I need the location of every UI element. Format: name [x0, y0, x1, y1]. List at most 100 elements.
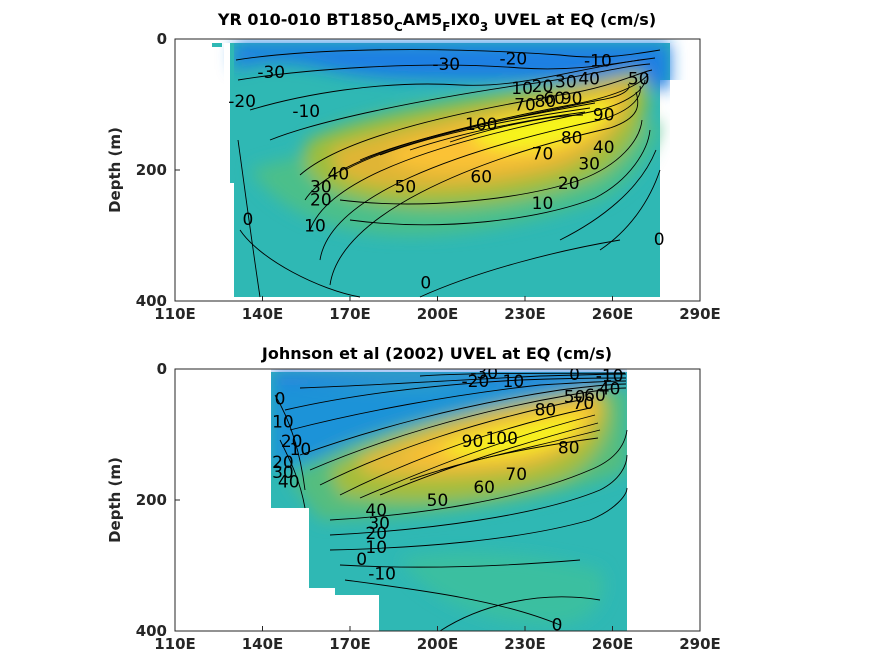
contour-label: -10 [596, 367, 624, 387]
panel-2-y-axis-label: Depth (m) [106, 457, 124, 543]
panel-2-y-ticks: 0 200 400 [136, 360, 180, 640]
contour-label: 70 [514, 96, 536, 116]
contour-label: -20 [499, 50, 527, 70]
contour-label: 100 [485, 429, 517, 449]
contour-label: 40 [599, 380, 621, 400]
panel-1-contours [235, 49, 661, 298]
y-tick-label: 400 [136, 292, 167, 310]
contour-label: -30 [432, 55, 460, 75]
contour-label: 0 [356, 550, 367, 570]
x-tick-label: 260E [592, 635, 634, 653]
contour-label: 30 [368, 514, 390, 534]
contour-label: 20 [310, 190, 332, 210]
x-tick-label: 110E [154, 635, 196, 653]
x-tick-label: 290E [679, 305, 721, 323]
contour-label: -30 [470, 363, 498, 383]
panel-1-x-ticks: 110E 140E 170E 200E 230E 260E 290E [154, 296, 721, 323]
contour-label: 90 [561, 89, 583, 109]
contour-label: 50 [564, 388, 586, 408]
panel-2-x-ticks: 110E 140E 170E 200E 230E 260E 290E [154, 626, 721, 653]
contour-label: 70 [505, 465, 527, 485]
contour-label: 10 [532, 194, 554, 214]
contour-label: 60 [584, 386, 606, 406]
contour-label: 10 [272, 412, 294, 432]
y-tick-label: 400 [136, 622, 167, 640]
x-tick-label: 260E [592, 305, 634, 323]
contour-label: -10 [368, 564, 396, 584]
contour-label: 20 [365, 524, 387, 544]
contour-label: 50 [427, 491, 449, 511]
contour-label: 50 [395, 177, 417, 197]
x-tick-label: 110E [154, 305, 196, 323]
contour-label: -10 [584, 52, 612, 72]
x-tick-label: 200E [417, 305, 459, 323]
contour-label: -10 [292, 102, 320, 122]
panel-2-field [175, 369, 700, 631]
panel-2-title: Johnson et al (2002) UVEL at EQ (cm/s) [261, 344, 612, 363]
panel-1-y-ticks: 0 200 400 [136, 30, 180, 310]
y-tick-label: 0 [157, 360, 167, 378]
contour-label: 80 [535, 401, 557, 421]
contour-label: 0 [569, 365, 580, 385]
x-tick-label: 140E [242, 635, 284, 653]
x-tick-label: 200E [417, 635, 459, 653]
contour-label: 20 [281, 432, 303, 452]
contour-label: 20 [558, 174, 580, 194]
contour-label: -30 [257, 63, 285, 83]
contour-label: 80 [558, 439, 580, 459]
contour-label: 10 [365, 538, 387, 558]
contour-label: 70 [532, 145, 554, 165]
contour-label: 60 [470, 168, 492, 188]
panel-2: Johnson et al (2002) UVEL at EQ (cm/s) [106, 344, 721, 653]
contour-label: 40 [328, 164, 350, 184]
x-tick-label: 230E [504, 635, 546, 653]
y-tick-label: 200 [136, 491, 167, 509]
panel-1-y-axis-label: Depth (m) [106, 127, 124, 213]
x-tick-label: 170E [329, 635, 371, 653]
contour-label: 10 [290, 440, 312, 460]
contour-label: 40 [278, 473, 300, 493]
contour-label: 0 [654, 230, 665, 250]
contour-label: 40 [365, 501, 387, 521]
contour-label: 70 [573, 394, 595, 414]
contour-label: 60 [473, 478, 495, 498]
contour-label: 30 [555, 73, 577, 93]
contour-label: 40 [593, 138, 615, 158]
contour-label: 50 [628, 69, 650, 89]
y-tick-label: 0 [157, 30, 167, 48]
contour-label: 20 [272, 453, 294, 473]
y-tick-label: 200 [136, 161, 167, 179]
panel-1-title: YR 010-010 BT1850CAM5FIX03 UVEL at EQ (c… [217, 10, 656, 34]
contour-label: 90 [593, 105, 615, 125]
contour-label: -20 [228, 92, 256, 112]
contour-label: 0 [420, 274, 431, 294]
contour-label: 0 [552, 615, 563, 635]
contour-label: -20 [462, 372, 490, 392]
x-tick-label: 170E [329, 305, 371, 323]
contour-label: 80 [535, 92, 557, 112]
contour-label: 0 [243, 210, 254, 230]
contour-label: 10 [503, 372, 525, 392]
contour-label: 10 [511, 79, 533, 99]
panel-1: YR 010-010 BT1850CAM5FIX03 UVEL at EQ (c… [106, 10, 721, 323]
contour-label: 30 [272, 463, 294, 483]
x-tick-label: 290E [679, 635, 721, 653]
panel-2-contours [274, 372, 628, 631]
contour-label: 20 [532, 77, 554, 97]
contour-label: 0 [275, 389, 286, 409]
contour-label: 30 [578, 154, 600, 174]
panel-1-field [175, 39, 700, 301]
contour-label: 60 [543, 89, 565, 109]
contour-label: 10 [304, 217, 326, 237]
contour-label: 30 [310, 177, 332, 197]
contour-label: 40 [578, 69, 600, 89]
x-tick-label: 230E [504, 305, 546, 323]
contour-label: 80 [561, 128, 583, 148]
contour-label: 100 [465, 115, 497, 135]
x-tick-label: 140E [242, 305, 284, 323]
contour-label: 90 [462, 432, 484, 452]
